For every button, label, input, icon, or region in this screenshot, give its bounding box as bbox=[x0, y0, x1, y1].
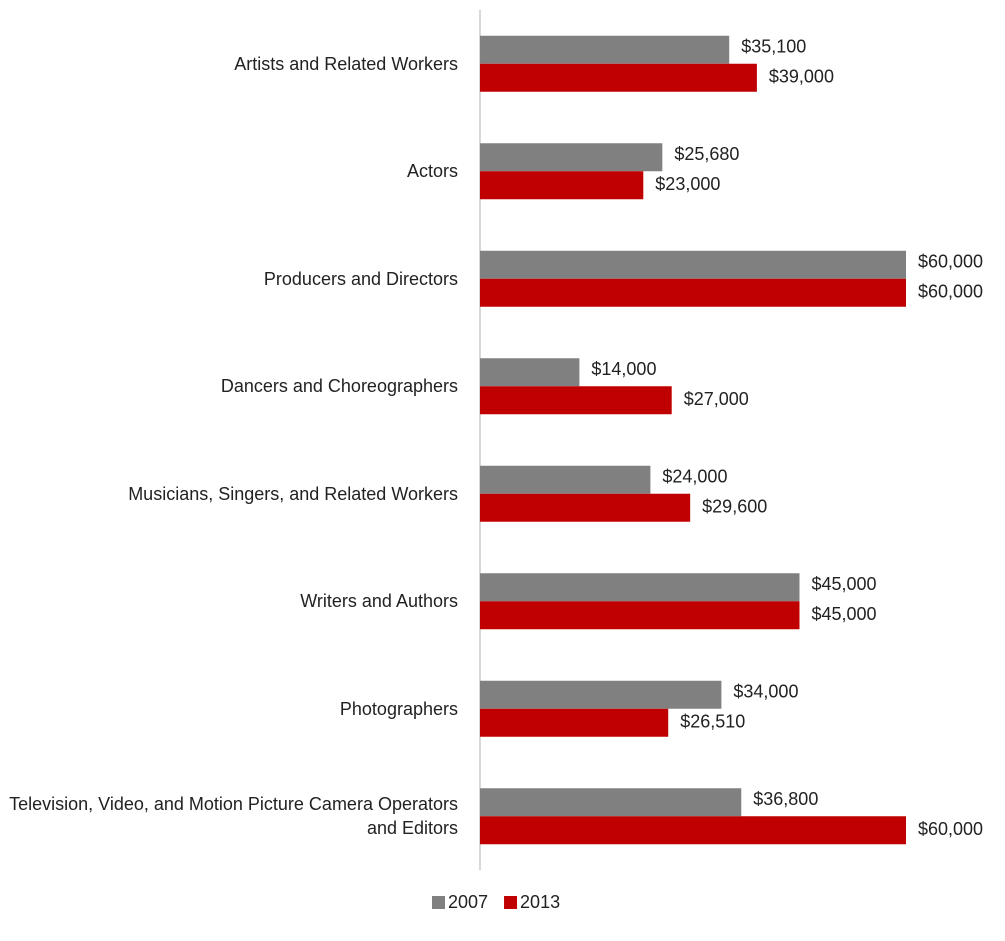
value-label: $27,000 bbox=[684, 389, 749, 409]
bar bbox=[480, 465, 651, 494]
legend-label: 2013 bbox=[520, 892, 560, 912]
legend-swatch bbox=[432, 896, 445, 909]
value-label: $25,680 bbox=[674, 144, 739, 164]
bar bbox=[480, 601, 800, 630]
bar bbox=[480, 35, 730, 64]
bar bbox=[480, 788, 742, 817]
category-label: Dancers and Choreographers bbox=[220, 376, 458, 397]
value-label: $23,000 bbox=[655, 174, 720, 194]
category-label: Musicians, Singers, and Related Workers bbox=[128, 483, 458, 504]
value-label: $26,510 bbox=[680, 712, 745, 732]
bar bbox=[480, 573, 800, 602]
value-label: $45,000 bbox=[812, 574, 877, 594]
value-label: $29,600 bbox=[702, 497, 767, 517]
bar bbox=[480, 386, 672, 415]
legend-label: 2007 bbox=[448, 892, 488, 912]
category-label: Artists and Related Workers bbox=[234, 53, 458, 74]
category-label: Photographers bbox=[339, 698, 458, 719]
value-label: $39,000 bbox=[769, 67, 834, 87]
category-label: Television, Video, and Motion Picture Ca… bbox=[9, 794, 458, 839]
bar bbox=[480, 143, 663, 172]
bar bbox=[480, 680, 722, 709]
value-label: $24,000 bbox=[662, 467, 727, 487]
category-label: Producers and Directors bbox=[263, 268, 458, 289]
value-label: $35,100 bbox=[741, 37, 806, 57]
value-label: $60,000 bbox=[918, 252, 983, 272]
bar bbox=[480, 250, 906, 279]
bar bbox=[480, 278, 906, 307]
bar bbox=[480, 816, 906, 845]
value-label: $60,000 bbox=[918, 819, 983, 839]
value-label: $45,000 bbox=[812, 604, 877, 624]
bar bbox=[480, 171, 644, 200]
value-label: $36,800 bbox=[753, 789, 818, 809]
value-label: $14,000 bbox=[591, 359, 656, 379]
value-label: $60,000 bbox=[918, 282, 983, 302]
bar bbox=[480, 493, 691, 522]
category-label: Actors bbox=[406, 161, 458, 182]
legend-swatch bbox=[504, 896, 518, 909]
value-label: $34,000 bbox=[733, 682, 798, 702]
category-label: Writers and Authors bbox=[300, 591, 458, 612]
bar bbox=[480, 358, 580, 387]
bar bbox=[480, 708, 669, 737]
bar bbox=[480, 63, 757, 92]
